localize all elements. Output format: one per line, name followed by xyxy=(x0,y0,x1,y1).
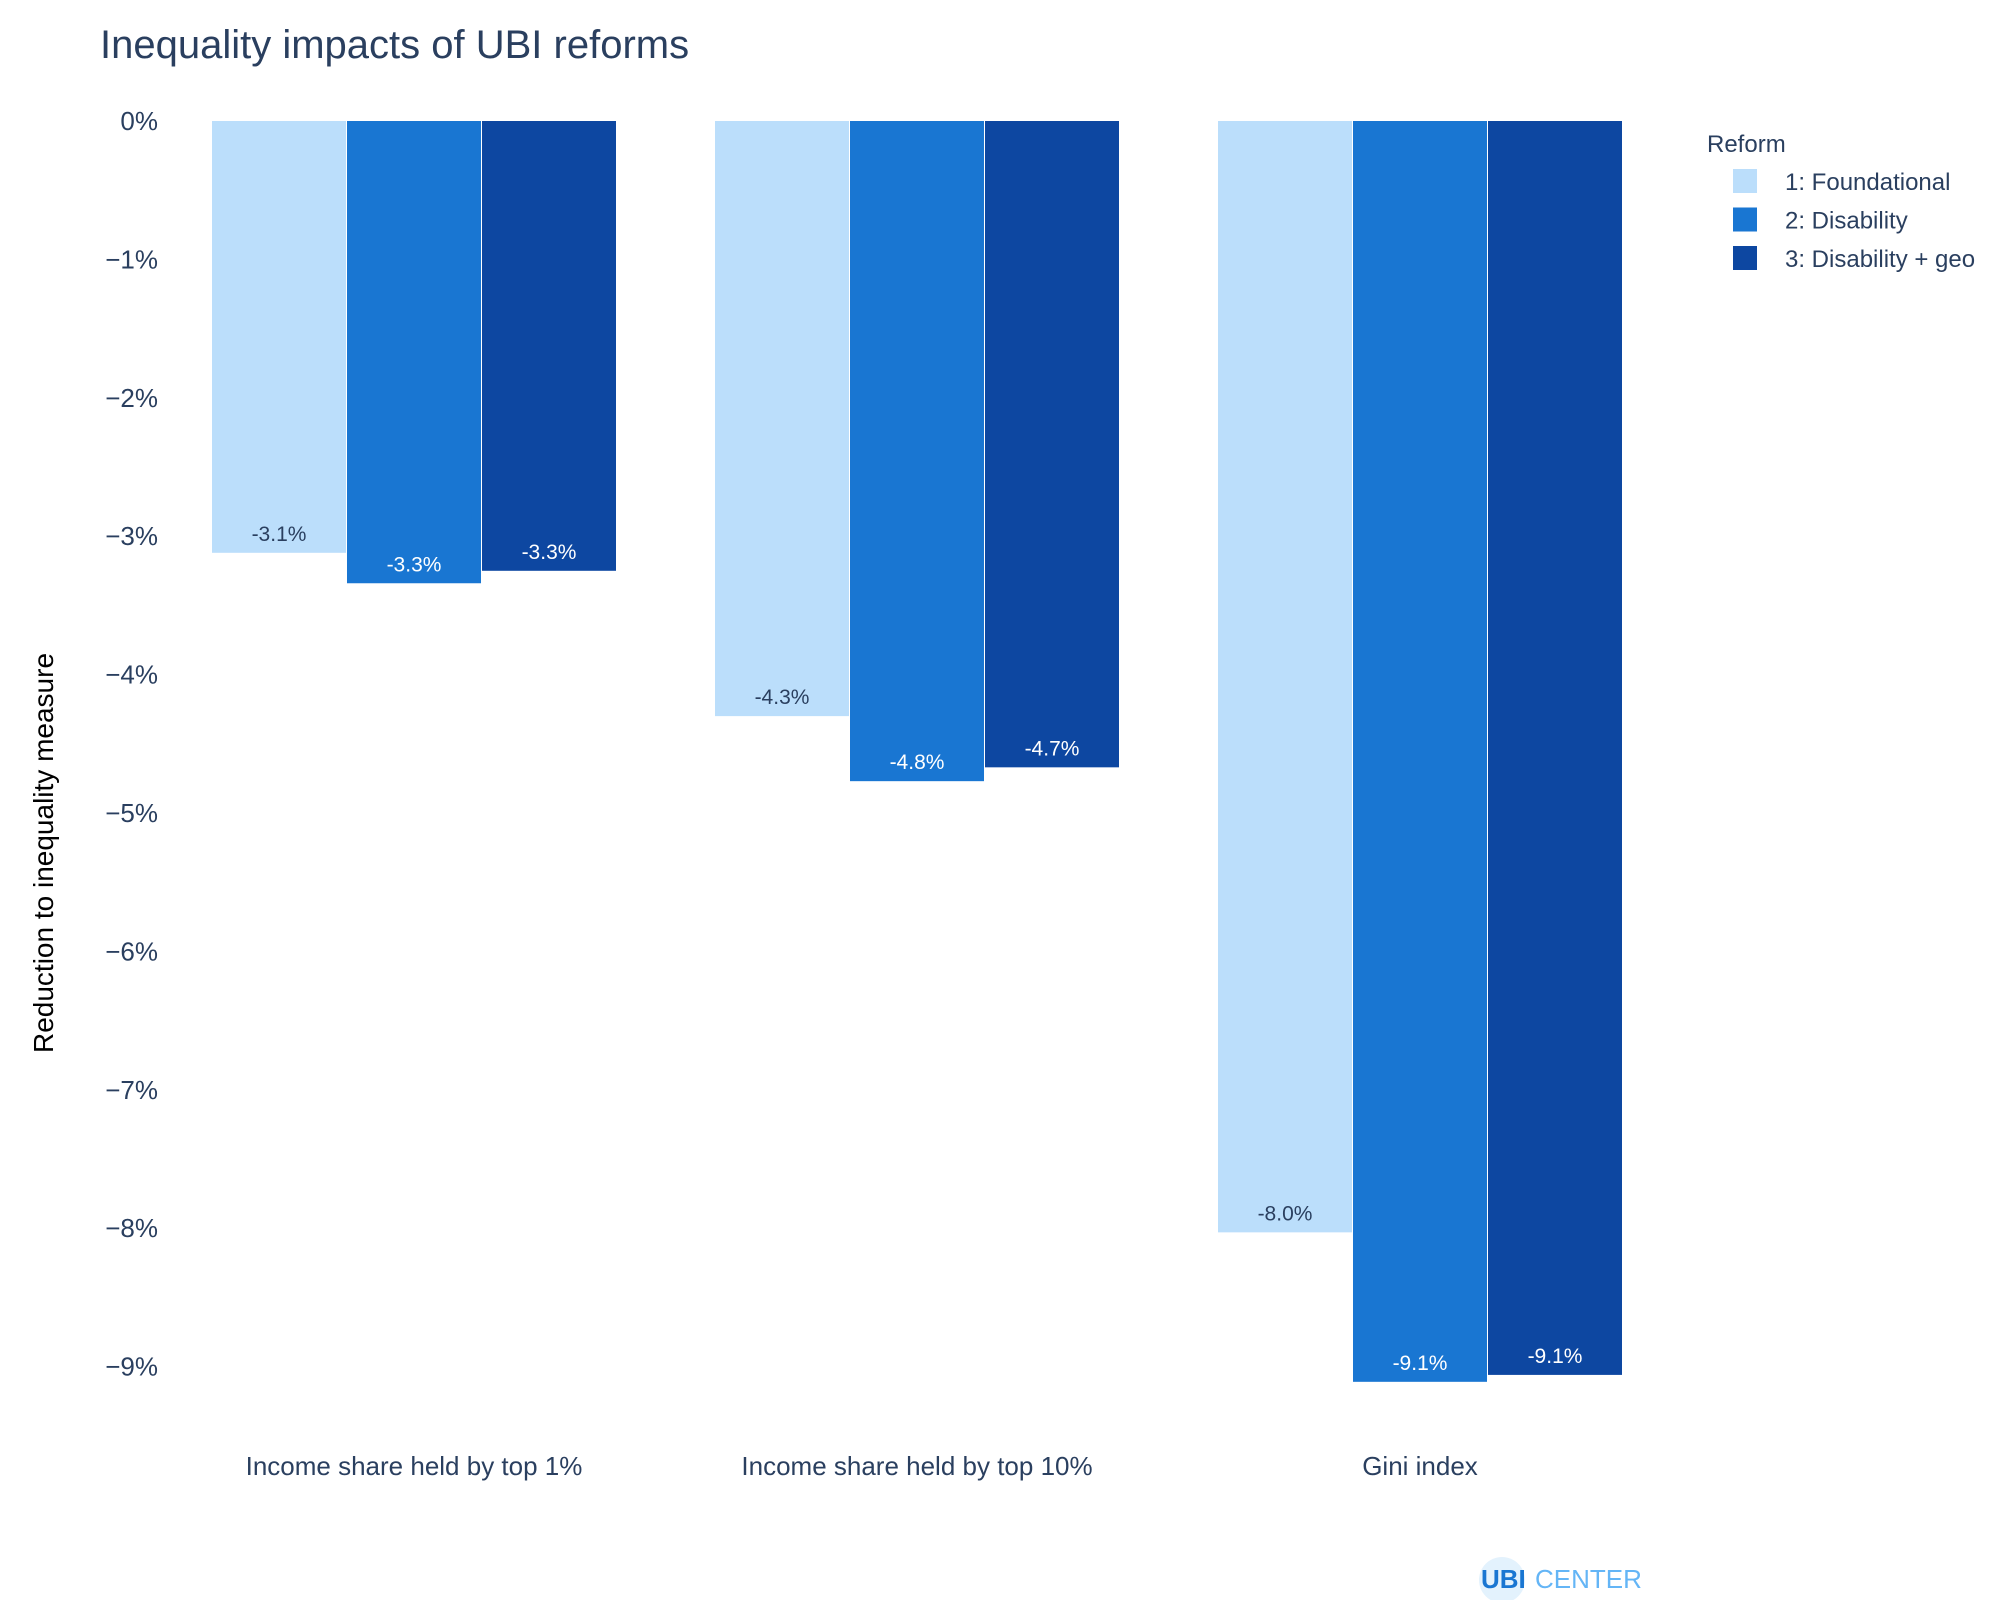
bar-value-label: -3.3% xyxy=(522,541,577,564)
x-category-label: Income share held by top 10% xyxy=(741,1451,1092,1481)
x-category-label: Gini index xyxy=(1362,1451,1478,1481)
bar-value-label: -9.1% xyxy=(1393,1352,1448,1375)
logo-ubi-text: UBI xyxy=(1481,1564,1526,1594)
bar xyxy=(1488,121,1622,1375)
legend-item-label: 3: Disability + geo xyxy=(1785,246,1975,273)
logo-circle xyxy=(1479,1557,1525,1600)
y-tick-label: −3% xyxy=(105,521,158,551)
y-tick-label: −4% xyxy=(105,660,158,690)
y-tick-label: −2% xyxy=(105,383,158,413)
bar-value-label: -3.3% xyxy=(387,553,442,576)
bar-labels: -3.1% -4.3% -8.0% -3.3% -4.8% -9.1% -3.3% -4.7%… xyxy=(252,523,1583,1375)
bar-value-label: -3.1% xyxy=(252,523,307,546)
x-axis-labels: Income share held by top 1% Income share … xyxy=(246,1451,1478,1481)
chart-title: Inequality impacts of UBI reforms xyxy=(100,23,689,67)
y-tick-label: −7% xyxy=(105,1075,158,1105)
legend-swatch xyxy=(1733,207,1757,232)
ubi-center-logo: UBI CENTER xyxy=(1479,1557,1642,1600)
legend-swatch xyxy=(1733,246,1757,270)
legend-title: Reform xyxy=(1707,131,1786,158)
bar xyxy=(212,121,346,553)
bar xyxy=(1218,121,1352,1233)
y-tick-label: −6% xyxy=(105,936,158,966)
bar xyxy=(985,121,1119,768)
y-axis-ticks: 0% −1% −2% −3% −4% −5% −6% −7% −8% −9% xyxy=(105,106,158,1382)
legend-swatch xyxy=(1733,169,1757,193)
y-tick-label: −1% xyxy=(105,244,158,274)
legend: Reform 1: Foundational 2: Disability 3: Di… xyxy=(1707,131,1975,273)
y-tick-label: 0% xyxy=(120,106,158,136)
legend-item-label: 2: Disability xyxy=(1785,208,1908,235)
bar xyxy=(850,121,984,782)
y-tick-label: −5% xyxy=(105,798,158,828)
y-tick-label: −9% xyxy=(105,1352,158,1382)
y-axis-title: Reduction to inequality measure xyxy=(28,653,59,1053)
bar xyxy=(482,121,616,571)
y-tick-label: −8% xyxy=(105,1213,158,1243)
x-category-label: Income share held by top 1% xyxy=(246,1451,583,1481)
bar-value-label: -4.8% xyxy=(890,751,945,774)
bar-value-label: -4.3% xyxy=(755,686,810,709)
bar-value-label: -8.0% xyxy=(1258,1202,1313,1225)
legend-item-label: 1: Foundational xyxy=(1785,169,1950,196)
bar-value-label: -4.7% xyxy=(1025,737,1080,760)
bars xyxy=(212,121,1622,1382)
bar xyxy=(1353,121,1487,1382)
bar xyxy=(347,121,481,584)
logo-center-text: CENTER xyxy=(1535,1564,1642,1594)
bar-value-label: -9.1% xyxy=(1528,1345,1583,1368)
bar xyxy=(715,121,849,717)
